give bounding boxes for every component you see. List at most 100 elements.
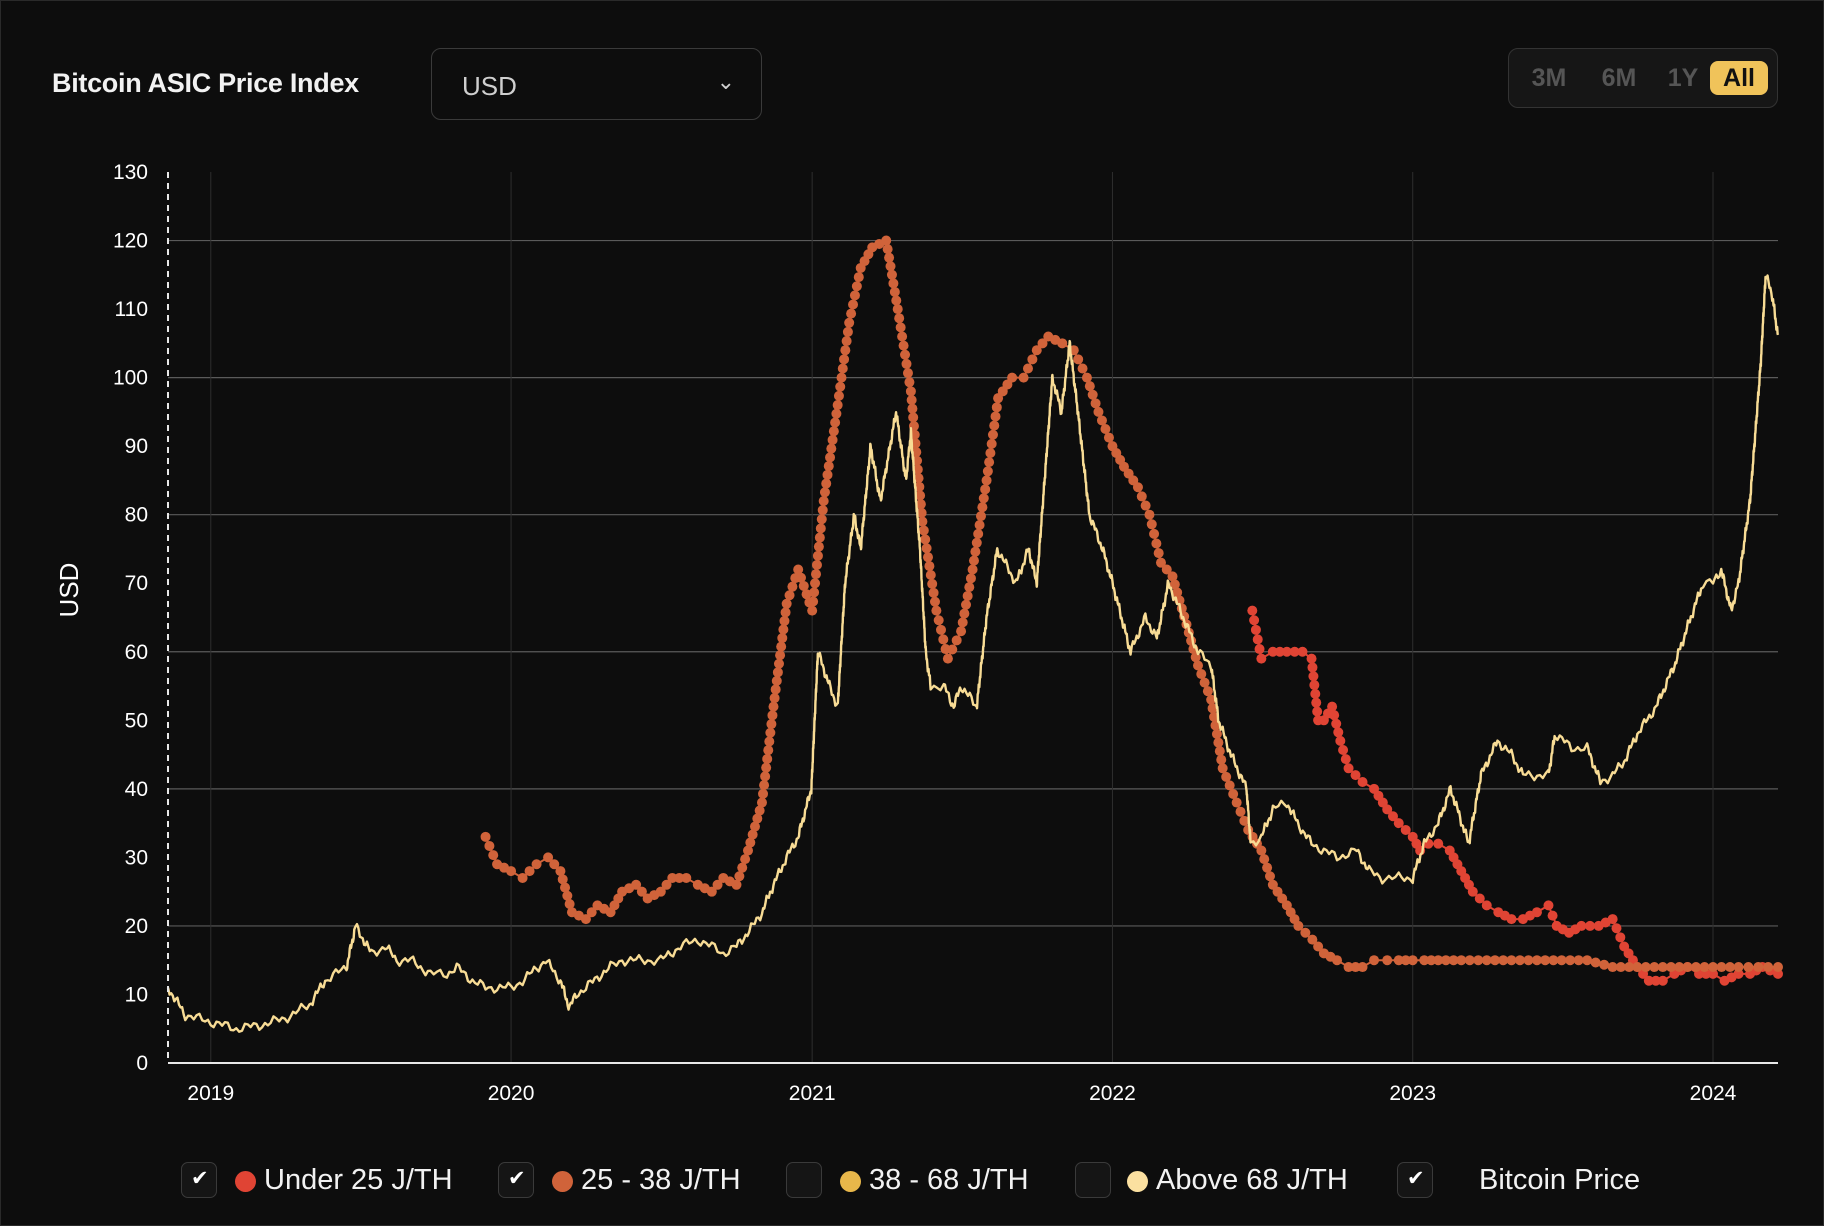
data-point bbox=[655, 886, 666, 897]
data-point bbox=[795, 572, 806, 583]
legend-checkbox[interactable] bbox=[786, 1162, 822, 1198]
data-point bbox=[1073, 354, 1084, 365]
data-point bbox=[853, 272, 864, 283]
data-point bbox=[1202, 686, 1213, 697]
data-point bbox=[826, 443, 837, 454]
data-point bbox=[763, 745, 774, 756]
legend-label: 38 - 68 J/TH bbox=[869, 1164, 1029, 1196]
data-point bbox=[1081, 372, 1092, 383]
data-point bbox=[1310, 688, 1321, 699]
data-point bbox=[1481, 955, 1492, 966]
data-point bbox=[631, 879, 642, 890]
legend-checkbox[interactable]: ✔ bbox=[1397, 1162, 1433, 1198]
data-point bbox=[1624, 962, 1635, 973]
range-all-button[interactable]: All bbox=[1710, 61, 1768, 95]
data-point bbox=[1615, 962, 1626, 973]
data-point bbox=[1674, 962, 1685, 973]
data-point bbox=[1329, 710, 1340, 721]
range-3m-button[interactable]: 3M bbox=[1531, 64, 1567, 92]
data-point bbox=[1753, 962, 1764, 973]
data-point bbox=[980, 484, 991, 495]
data-point bbox=[1247, 605, 1258, 616]
data-point bbox=[754, 805, 765, 816]
data-point bbox=[808, 596, 819, 607]
data-point bbox=[706, 886, 717, 897]
data-point bbox=[832, 400, 843, 411]
x-tick-label: 2021 bbox=[789, 1082, 836, 1105]
x-tick-label: 2024 bbox=[1690, 1082, 1737, 1105]
series-bitcoin-price bbox=[166, 274, 1780, 1033]
data-point bbox=[846, 308, 857, 319]
data-point bbox=[557, 874, 568, 885]
data-point bbox=[902, 368, 913, 379]
data-point bbox=[815, 523, 826, 534]
data-point bbox=[1407, 955, 1418, 966]
data-point bbox=[1400, 955, 1411, 966]
legend-checkbox[interactable]: ✔ bbox=[181, 1162, 217, 1198]
data-point bbox=[484, 840, 495, 851]
data-point bbox=[942, 653, 953, 664]
data-point bbox=[991, 402, 1002, 413]
data-point bbox=[1144, 509, 1155, 520]
data-point bbox=[842, 326, 853, 337]
data-point bbox=[778, 624, 789, 635]
data-point bbox=[971, 537, 982, 548]
legend-checkbox[interactable] bbox=[1075, 1162, 1111, 1198]
data-point bbox=[1309, 680, 1320, 691]
data-point bbox=[908, 412, 919, 423]
data-point bbox=[965, 573, 976, 584]
data-point bbox=[488, 850, 499, 861]
data-point bbox=[776, 641, 787, 652]
data-point bbox=[811, 559, 822, 570]
data-point bbox=[549, 859, 560, 870]
data-point bbox=[1607, 914, 1618, 925]
data-point bbox=[1733, 968, 1744, 979]
data-point bbox=[768, 701, 779, 712]
data-point bbox=[1467, 886, 1478, 897]
data-point bbox=[1599, 959, 1610, 970]
data-point bbox=[1312, 706, 1323, 717]
data-point bbox=[901, 358, 912, 369]
data-point bbox=[851, 281, 862, 292]
data-point bbox=[1506, 914, 1517, 925]
y-tick-label: 70 bbox=[125, 572, 148, 595]
currency-select[interactable]: USD ⌄ bbox=[431, 48, 762, 120]
data-point bbox=[740, 854, 751, 865]
y-tick-label: 20 bbox=[125, 915, 148, 938]
range-1y-button[interactable]: 1Y bbox=[1667, 64, 1699, 92]
chart-grid bbox=[168, 172, 1778, 1063]
data-point bbox=[770, 684, 781, 695]
data-point bbox=[835, 381, 846, 392]
data-point bbox=[1161, 564, 1172, 575]
y-tick-label: 110 bbox=[115, 298, 148, 321]
currency-select-value: USD bbox=[462, 71, 517, 101]
data-point bbox=[1103, 432, 1114, 443]
check-icon: ✔ bbox=[191, 1167, 209, 1190]
data-point bbox=[1773, 962, 1783, 973]
data-point bbox=[1338, 745, 1349, 756]
data-point bbox=[1096, 415, 1107, 426]
data-point bbox=[984, 457, 995, 468]
data-point bbox=[1473, 955, 1484, 966]
data-point bbox=[1657, 962, 1668, 973]
data-point bbox=[1615, 932, 1626, 943]
chevron-down-icon: ⌄ bbox=[716, 69, 735, 94]
data-point bbox=[1716, 962, 1727, 973]
data-point bbox=[912, 464, 923, 475]
data-point bbox=[1573, 955, 1584, 966]
y-tick-label: 90 bbox=[125, 435, 148, 458]
data-point bbox=[543, 852, 554, 863]
data-point bbox=[1224, 780, 1235, 791]
data-point bbox=[1585, 920, 1596, 931]
range-6m-button[interactable]: 6M bbox=[1601, 64, 1637, 92]
data-point bbox=[1733, 962, 1744, 973]
data-point bbox=[848, 299, 859, 310]
data-point bbox=[810, 578, 821, 589]
data-point bbox=[1666, 962, 1677, 973]
data-point bbox=[968, 555, 979, 566]
data-point bbox=[775, 650, 786, 661]
data-point bbox=[761, 762, 772, 773]
legend-checkbox[interactable]: ✔ bbox=[498, 1162, 534, 1198]
data-point bbox=[771, 675, 782, 686]
data-point bbox=[989, 420, 1000, 431]
